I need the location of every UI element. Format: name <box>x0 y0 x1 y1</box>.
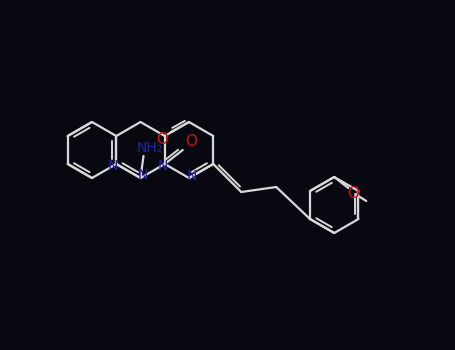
Text: N: N <box>187 169 197 183</box>
Text: N: N <box>108 159 118 173</box>
Text: O: O <box>156 133 168 147</box>
Text: N: N <box>157 159 168 173</box>
Text: O: O <box>185 134 197 149</box>
Text: O: O <box>347 186 359 201</box>
Text: N: N <box>137 168 148 182</box>
Text: NH₂: NH₂ <box>136 141 162 155</box>
